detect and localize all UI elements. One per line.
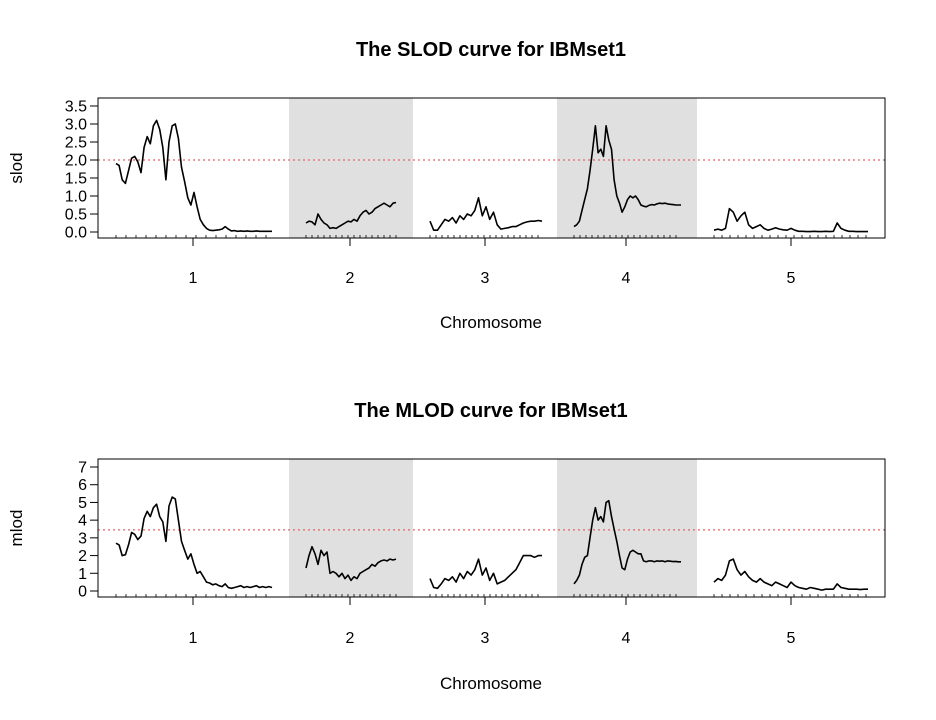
shaded-band-chr-4 bbox=[557, 98, 697, 238]
curve-chr-1 bbox=[115, 496, 273, 590]
x-tick-label: 4 bbox=[622, 630, 631, 647]
y-tick-label: 3.5 bbox=[65, 99, 87, 116]
y-tick-label: 3 bbox=[78, 530, 87, 547]
plot-frame bbox=[97, 458, 886, 598]
y-tick-label: 6 bbox=[78, 477, 87, 494]
x-tick-label: 5 bbox=[787, 270, 796, 287]
y-tick-label: 4 bbox=[78, 513, 87, 530]
curve-chr-3 bbox=[429, 197, 543, 231]
x-tick-label: 4 bbox=[622, 270, 631, 287]
y-tick-label: 2.5 bbox=[65, 135, 87, 152]
y-tick-label: 1 bbox=[78, 566, 87, 583]
x-tick-label: 3 bbox=[481, 630, 490, 647]
y-tick-label: 0.0 bbox=[65, 225, 87, 242]
curve-chr-2 bbox=[305, 201, 397, 230]
curve-chr-5 bbox=[713, 207, 868, 233]
x-tick-label: 2 bbox=[346, 270, 355, 287]
x-tick-label: 1 bbox=[189, 270, 198, 287]
curve-chr-3 bbox=[429, 554, 542, 590]
curve-chr-4 bbox=[573, 125, 681, 228]
x-axis-label: Chromosome bbox=[440, 674, 542, 693]
x-axis-label: Chromosome bbox=[440, 313, 542, 332]
x-tick-label: 1 bbox=[189, 630, 198, 647]
x-tick-label: 2 bbox=[346, 630, 355, 647]
y-tick-label: 7 bbox=[78, 460, 87, 477]
shaded-band-chr-2 bbox=[289, 98, 413, 238]
y-tick-label: 3.0 bbox=[65, 117, 87, 134]
plot-frame bbox=[97, 97, 886, 239]
y-tick-label: 0 bbox=[78, 584, 87, 601]
chart-title: The MLOD curve for IBMset1 bbox=[354, 400, 627, 422]
y-tick-label: 2 bbox=[78, 548, 87, 565]
y-axis-label: slod bbox=[7, 152, 26, 183]
slod-panel: 1 2 3 4 5 0.00.51.01.52.02.53.03.5 The SLOD cu… bbox=[7, 39, 886, 332]
curve-chr-5 bbox=[713, 558, 868, 591]
chart-title: The SLOD curve for IBMset1 bbox=[356, 39, 626, 61]
y-tick-label: 1.5 bbox=[65, 171, 87, 188]
curve-chr-2 bbox=[305, 545, 397, 582]
curve-chr-4 bbox=[573, 499, 681, 585]
x-tick-label: 3 bbox=[481, 270, 490, 287]
y-axis-label: mlod bbox=[7, 510, 26, 547]
y-tick-label: 5 bbox=[78, 495, 87, 512]
curve-chr-1 bbox=[115, 119, 272, 233]
y-tick-label: 0.5 bbox=[65, 207, 87, 224]
y-tick-label: 1.0 bbox=[65, 189, 87, 206]
y-tick-label: 2.0 bbox=[65, 153, 87, 170]
shaded-band-chr-2 bbox=[289, 459, 413, 597]
x-tick-label: 5 bbox=[787, 630, 796, 647]
